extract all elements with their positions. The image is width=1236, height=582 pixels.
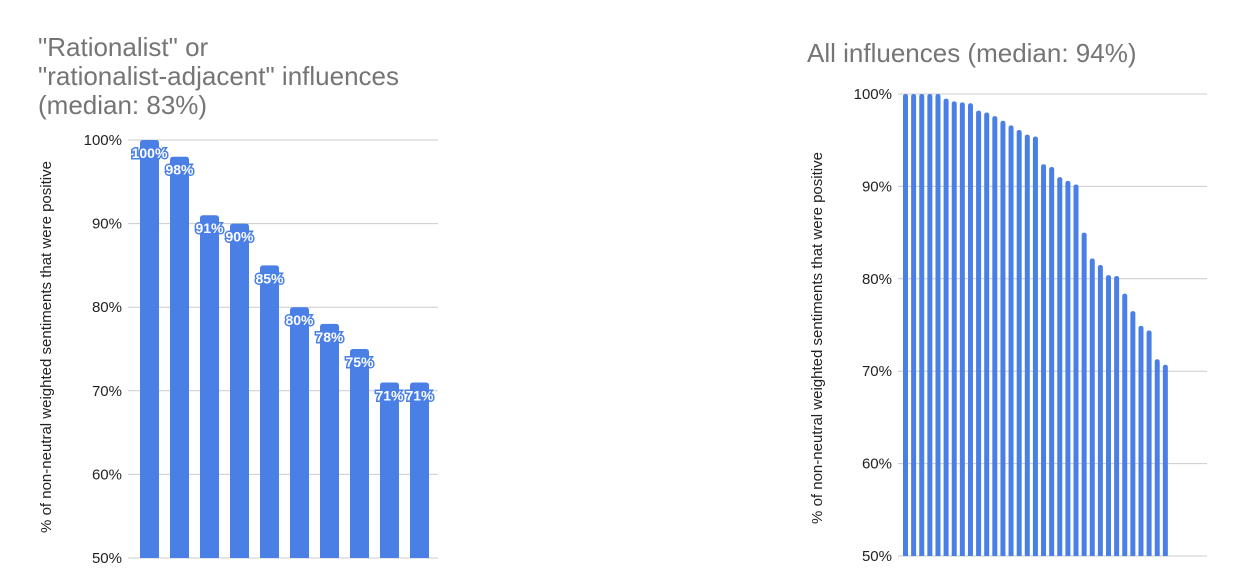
bar	[1138, 325, 1144, 556]
bar	[976, 110, 982, 556]
chart-all-influences: All influences (median: 94%) % of non-ne…	[807, 38, 1207, 565]
bar	[1057, 177, 1063, 556]
data-label: 78%	[315, 329, 344, 345]
bar	[1016, 130, 1022, 556]
bar	[1049, 166, 1055, 556]
bar	[1081, 232, 1087, 556]
bar	[1073, 184, 1079, 556]
bar	[951, 101, 957, 556]
data-label: 98%	[165, 162, 194, 178]
data-label: 71%	[405, 387, 434, 403]
bar	[927, 94, 933, 556]
bar	[935, 94, 941, 556]
bar	[1122, 293, 1128, 556]
bar	[1114, 276, 1120, 556]
bar	[1097, 264, 1103, 556]
y-tick-label: 50%	[92, 550, 122, 567]
data-label: 71%	[375, 387, 404, 403]
y-tick-label: 100%	[854, 86, 892, 103]
data-label: 90%	[225, 229, 254, 245]
bars	[903, 94, 1168, 557]
bar	[919, 94, 925, 556]
y-tick-label: 60%	[862, 456, 892, 473]
bar	[320, 323, 339, 558]
bar	[967, 103, 973, 557]
bars	[140, 140, 429, 559]
bar	[1154, 359, 1160, 556]
y-tick-label: 90%	[862, 178, 892, 195]
y-tick-labels: 50% 60% 70% 80% 90% 100%	[854, 86, 892, 565]
y-tick-label: 90%	[92, 216, 122, 233]
bar	[230, 223, 249, 558]
chart-title-line: (median: 83%)	[38, 90, 207, 120]
bar	[290, 307, 309, 558]
bar	[1130, 311, 1136, 556]
bar	[1000, 120, 1006, 557]
y-tick-labels: 50% 60% 70% 80% 90% 100%	[84, 132, 122, 567]
bar	[410, 382, 429, 558]
bar	[1065, 180, 1071, 556]
y-tick-label: 70%	[862, 363, 892, 380]
bar	[1041, 164, 1047, 556]
y-tick-label: 80%	[862, 271, 892, 288]
bar	[911, 94, 917, 556]
bar	[943, 98, 949, 557]
data-label: 75%	[345, 354, 374, 370]
chart-rationalist-influences: "Rationalist" or "rationalist-adjacent" …	[38, 32, 438, 567]
bar	[260, 265, 279, 558]
bar	[140, 140, 159, 558]
y-axis-label: % of non-neutral weighted sentiments tha…	[809, 152, 826, 524]
y-tick-label: 70%	[92, 383, 122, 400]
bar	[959, 102, 965, 556]
bar	[984, 112, 990, 556]
y-axis-label: % of non-neutral weighted sentiments tha…	[38, 161, 55, 533]
data-label: 91%	[195, 220, 224, 236]
data-label: 85%	[255, 270, 284, 286]
bar	[1008, 125, 1014, 556]
bar	[380, 382, 399, 558]
bar	[1024, 134, 1030, 556]
chart-title: All influences (median: 94%)	[807, 38, 1137, 68]
chart-title-line: "Rationalist" or	[38, 32, 209, 62]
y-tick-label: 50%	[862, 548, 892, 565]
bar	[1032, 136, 1038, 556]
bar	[1146, 330, 1152, 556]
bar	[350, 349, 369, 558]
bar	[1106, 275, 1111, 556]
bar	[200, 215, 219, 559]
bar	[170, 156, 189, 558]
bar	[1162, 364, 1168, 556]
data-label: 100%	[132, 145, 168, 161]
chart-title-line: "rationalist-adjacent" influences	[38, 61, 399, 91]
y-tick-label: 100%	[84, 132, 122, 149]
bar	[992, 116, 998, 557]
bar	[1089, 258, 1095, 556]
bar	[903, 94, 908, 556]
y-tick-label: 60%	[92, 466, 122, 483]
data-label: 80%	[285, 312, 314, 328]
data-labels: 100%98% 91%90% 85% 80%78%75% 71% 71%	[130, 144, 435, 405]
y-tick-label: 80%	[92, 299, 122, 316]
